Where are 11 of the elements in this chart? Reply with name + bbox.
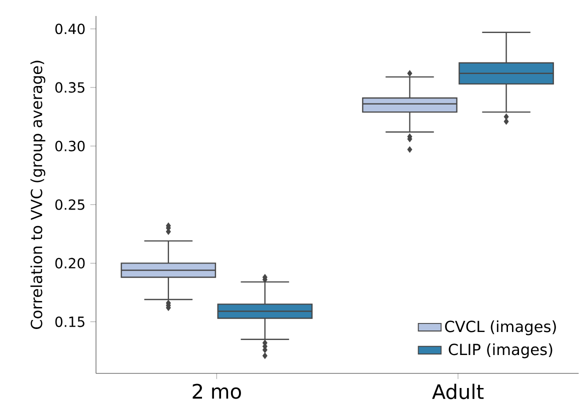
x-tick-label: Adult (432, 384, 484, 400)
y-tick-label: 0.15 (55, 316, 84, 328)
y-tick-label: 0.40 (55, 24, 85, 34)
y-tick-label: 0.30 (55, 140, 85, 152)
y-axis-title: Correlation to VVC (group average) (30, 60, 46, 330)
y-tick-label: 0.20 (55, 258, 85, 269)
legend-label: CVCL (images) (445, 320, 556, 336)
legend-label: CLIP (images) (448, 344, 552, 358)
x-tick-label: 2 mo (192, 384, 241, 400)
y-tick-label: 0.35 (55, 82, 84, 93)
y-tick-label: 0.25 (55, 199, 84, 210)
